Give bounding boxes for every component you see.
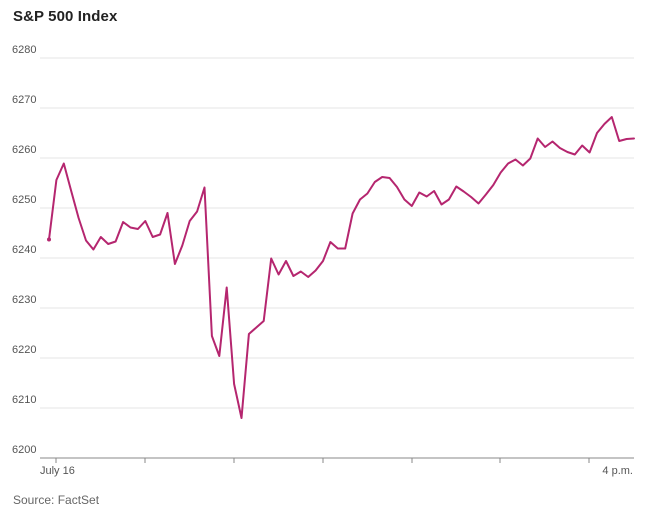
- y-tick-label: 6280: [12, 44, 36, 56]
- source-note: Source: FactSet: [13, 493, 100, 507]
- y-tick-label: 6220: [12, 344, 36, 356]
- y-tick-label: 6200: [12, 444, 36, 456]
- x-tick-label: 4 p.m.: [602, 465, 633, 477]
- x-axis-tick-labels: July 16 4 p.m.: [40, 465, 633, 477]
- y-tick-label: 6240: [12, 244, 36, 256]
- chart-title: S&P 500 Index: [13, 8, 118, 25]
- y-tick-label: 6260: [12, 144, 36, 156]
- gridlines: [40, 57, 634, 409]
- series-line: [48, 116, 635, 419]
- x-tick-label: July 16: [40, 465, 75, 477]
- y-tick-label: 6250: [12, 194, 36, 206]
- y-tick-label: 6230: [12, 294, 36, 306]
- y-tick-label: 6270: [12, 94, 36, 106]
- series-layer: [47, 116, 635, 419]
- series-start-point: [47, 237, 51, 242]
- x-axis: [40, 457, 634, 463]
- y-axis-tick-labels: 6200 6210 6220 6230 6240 6250 6260 6270 6280: [12, 44, 36, 456]
- y-tick-label: 6210: [12, 394, 36, 406]
